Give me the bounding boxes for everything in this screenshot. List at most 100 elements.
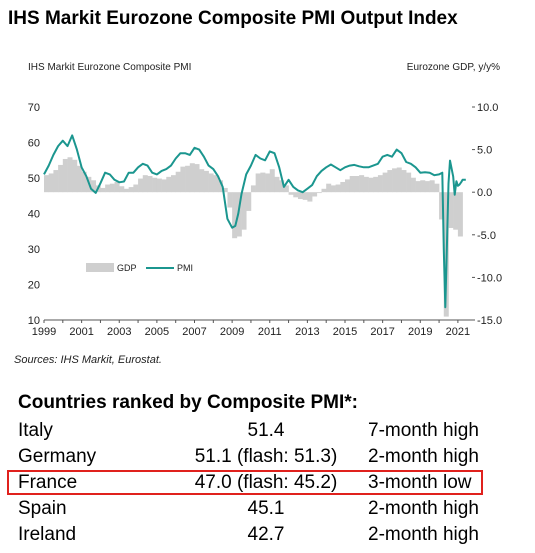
gdp-bar bbox=[340, 181, 346, 193]
gdp-bar bbox=[434, 183, 440, 193]
gdp-bar bbox=[410, 177, 416, 193]
left-tick-label: 20 bbox=[28, 280, 40, 292]
gdp-bar bbox=[302, 192, 308, 200]
gdp-bar bbox=[194, 164, 200, 193]
gdp-bar bbox=[166, 176, 172, 193]
ranking-value: 51.1 (flash: 51.3) bbox=[194, 446, 338, 467]
gdp-bar bbox=[401, 170, 407, 193]
left-tick-label: 70 bbox=[28, 102, 40, 114]
ranking-heading: Countries ranked by Composite PMI*: bbox=[18, 392, 358, 413]
gdp-bar bbox=[387, 170, 393, 193]
gdp-bar bbox=[138, 178, 144, 193]
legend-gdp-label: GDP bbox=[117, 263, 137, 273]
pmi-gdp-chart: IHS Markit Eurozone Composite PMI Eurozo… bbox=[28, 62, 502, 338]
gdp-bar bbox=[170, 175, 176, 193]
ranking-value: 51.4 bbox=[247, 420, 285, 441]
ranking-country: France bbox=[18, 472, 78, 493]
gdp-bar bbox=[265, 173, 271, 193]
gdp-bar bbox=[288, 192, 294, 195]
gdp-bar bbox=[81, 171, 87, 193]
gdp-bar bbox=[133, 184, 139, 193]
x-tick-label: 2009 bbox=[220, 326, 244, 338]
x-tick-label: 2005 bbox=[145, 326, 169, 338]
ranking-note: 3-month low bbox=[368, 472, 472, 493]
gdp-bar bbox=[307, 192, 313, 202]
gdp-bar bbox=[326, 183, 332, 193]
gdp-bar bbox=[316, 192, 322, 194]
gdp-bar bbox=[377, 175, 383, 193]
ranking-value: 42.7 bbox=[247, 524, 285, 545]
ranking-row-germany: Germany 51.1 (flash: 51.3) 2-month high bbox=[18, 444, 488, 470]
gdp-bar bbox=[44, 175, 50, 193]
legend-pmi-label: PMI bbox=[177, 263, 193, 273]
ranking-row-italy: Italy 51.4 7-month high bbox=[18, 418, 488, 444]
gdp-bar bbox=[72, 159, 78, 193]
gdp-bar bbox=[53, 170, 59, 193]
x-tick-label: 2021 bbox=[446, 326, 470, 338]
gdp-bar bbox=[363, 176, 369, 193]
left-axis-label: IHS Markit Eurozone Composite PMI bbox=[28, 62, 191, 73]
ranking-note: 2-month high bbox=[368, 524, 479, 545]
gdp-bar bbox=[208, 173, 214, 193]
gdp-bar bbox=[293, 192, 299, 198]
gdp-bar bbox=[222, 187, 228, 193]
gdp-bar bbox=[48, 173, 54, 193]
x-tick-label: 2019 bbox=[408, 326, 432, 338]
gdp-bar bbox=[180, 166, 186, 193]
left-tick-label: 50 bbox=[28, 173, 40, 185]
gdp-bar bbox=[345, 179, 351, 193]
ranking-row-spain: Spain 45.1 2-month high bbox=[18, 496, 488, 522]
right-tick-label: -5.0 bbox=[477, 230, 496, 242]
gdp-bar bbox=[156, 178, 162, 193]
gdp-bar bbox=[199, 169, 205, 193]
gdp-bar bbox=[142, 175, 148, 193]
gdp-bar bbox=[185, 165, 191, 193]
gdp-bar bbox=[424, 181, 430, 193]
right-tick-label: -15.0 bbox=[477, 315, 502, 327]
ranking-note: 2-month high bbox=[368, 446, 479, 467]
ranking-country: Italy bbox=[18, 420, 53, 441]
gdp-bar bbox=[382, 172, 388, 193]
gdp-bar bbox=[420, 180, 426, 193]
ranking-value: 47.0 (flash: 45.2) bbox=[194, 472, 338, 493]
right-tick-label: -10.0 bbox=[477, 272, 502, 284]
left-tick-label: 60 bbox=[28, 138, 40, 150]
gdp-bar bbox=[232, 192, 238, 239]
gdp-bar bbox=[260, 172, 266, 193]
gdp-bar bbox=[236, 192, 242, 237]
x-tick-label: 2017 bbox=[370, 326, 394, 338]
gdp-bar bbox=[448, 192, 454, 228]
ranking-row-france: France 47.0 (flash: 45.2) 3-month low bbox=[18, 470, 488, 496]
x-tick-label: 2003 bbox=[107, 326, 131, 338]
right-tick-label: 0.0 bbox=[477, 187, 492, 199]
gdp-bar bbox=[279, 180, 285, 193]
gdp-bar bbox=[161, 179, 167, 193]
gdp-bar bbox=[312, 192, 318, 197]
gdp-bar bbox=[213, 175, 219, 193]
ranking-country: Germany bbox=[18, 446, 97, 467]
ranking-value: 45.1 bbox=[247, 498, 285, 519]
gdp-bar bbox=[406, 172, 412, 193]
x-tick-label: 1999 bbox=[32, 326, 56, 338]
gdp-bar bbox=[392, 168, 398, 193]
gdp-bar bbox=[105, 184, 111, 193]
gdp-bar bbox=[100, 187, 106, 193]
pmi-line bbox=[43, 134, 466, 309]
gdp-bar bbox=[67, 157, 73, 193]
x-tick-label: 2013 bbox=[295, 326, 319, 338]
gdp-bar bbox=[246, 192, 252, 211]
gdp-bar bbox=[227, 192, 233, 208]
gdp-bar bbox=[147, 176, 153, 193]
gdp-bar bbox=[91, 180, 97, 193]
gdp-bar bbox=[62, 158, 68, 193]
gdp-bar bbox=[335, 184, 341, 193]
right-tick-label: 10.0 bbox=[477, 102, 498, 114]
gdp-bars bbox=[44, 157, 463, 317]
gdp-bar bbox=[439, 192, 445, 220]
gdp-bar bbox=[123, 188, 129, 193]
gdp-bar bbox=[359, 175, 365, 193]
gdp-bar bbox=[175, 171, 181, 193]
ranking-row-ireland: Ireland 42.7 2-month high bbox=[18, 522, 488, 548]
gdp-bar bbox=[76, 165, 82, 193]
x-tick-label: 2015 bbox=[333, 326, 357, 338]
